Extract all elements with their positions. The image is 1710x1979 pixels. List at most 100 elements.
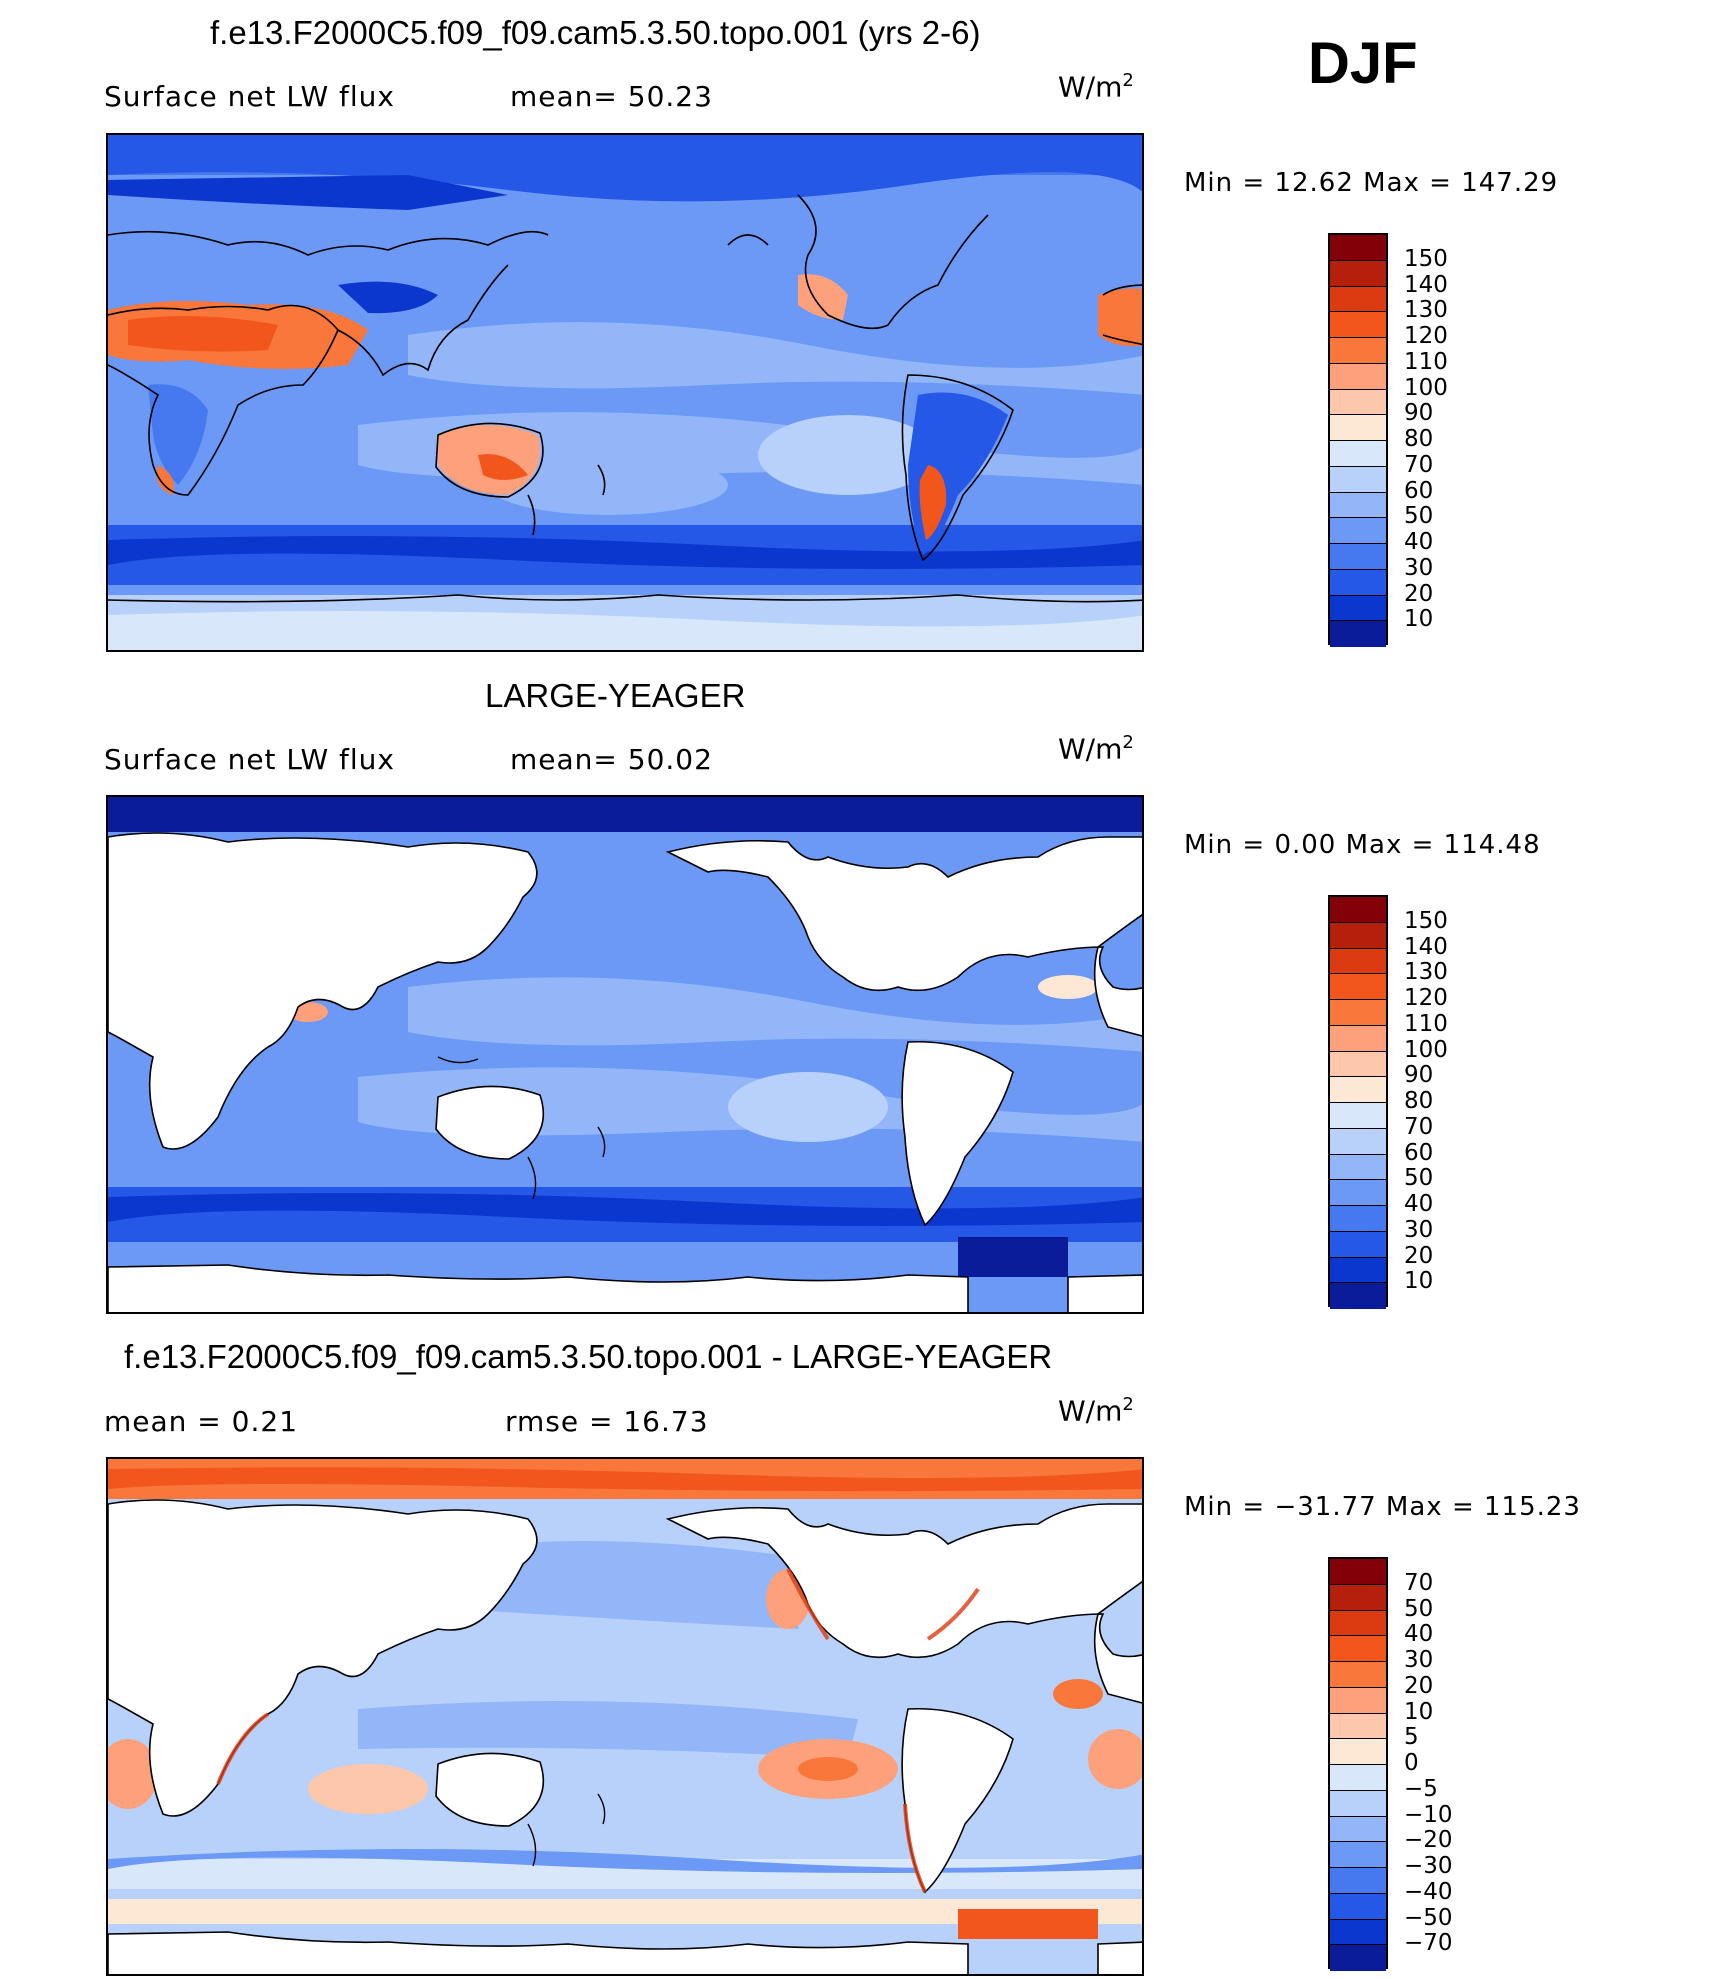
colorbar-segment — [1330, 897, 1386, 923]
colorbar-segment — [1330, 1128, 1386, 1155]
colorbar-segment — [1330, 363, 1386, 390]
colorbar-segment — [1330, 1636, 1386, 1662]
colorbar-tick-label: 80 — [1404, 426, 1434, 452]
panel-2-map — [106, 795, 1144, 1314]
colorbar-segment — [1330, 1816, 1386, 1843]
colorbar-tick-label: −20 — [1404, 1827, 1453, 1854]
colorbar-segment — [1330, 1662, 1386, 1688]
colorbar-tick-label: −5 — [1404, 1775, 1438, 1802]
colorbar-segment — [1330, 1765, 1386, 1791]
colorbar-tick-label: 10 — [1404, 1268, 1434, 1295]
colorbar-tick-label: 130 — [1404, 959, 1448, 986]
colorbar-tick-label: 130 — [1404, 297, 1448, 324]
colorbar-segment — [1330, 1739, 1386, 1765]
panel-2-minmax: Min = 0.00 Max = 114.48 — [1184, 830, 1541, 860]
colorbar-segment — [1330, 441, 1386, 467]
colorbar-segment — [1330, 1919, 1386, 1946]
colorbar-segment — [1330, 948, 1386, 975]
colorbar-tick-label: 60 — [1404, 1139, 1434, 1166]
panel-1-title: f.e13.F2000C5.f09_f09.cam5.3.50.topo.001… — [210, 14, 981, 51]
colorbar-tick-label: 150 — [1404, 245, 1448, 272]
colorbar-segment — [1330, 260, 1386, 287]
colorbar-tick-label: −40 — [1404, 1878, 1453, 1905]
colorbar-tick-label: 20 — [1404, 1242, 1434, 1269]
colorbar-tick-label: 70 — [1404, 451, 1434, 478]
panel-1-map — [106, 133, 1144, 652]
colorbar-segment — [1330, 1025, 1386, 1052]
panel-3-units: W/m2 — [1058, 1394, 1134, 1428]
panel-3-map — [106, 1457, 1144, 1976]
colorbar-tick-label: 90 — [1404, 400, 1434, 427]
colorbar-segment — [1330, 569, 1386, 596]
panel-1-colorbar — [1328, 233, 1388, 647]
colorbar-segment — [1330, 466, 1386, 493]
colorbar-tick-label: 40 — [1404, 1191, 1434, 1217]
colorbar-tick-label: −30 — [1404, 1853, 1453, 1879]
colorbar-segment — [1330, 595, 1386, 622]
colorbar-tick-label: 110 — [1404, 348, 1448, 375]
colorbar-tick-label: −10 — [1404, 1801, 1453, 1828]
colorbar-segment — [1330, 544, 1386, 570]
colorbar-segment — [1330, 1842, 1386, 1868]
panel-3-mean: mean = 0.21 — [104, 1405, 299, 1438]
colorbar-tick-label: 20 — [1404, 1672, 1434, 1699]
colorbar-tick-label: 10 — [1404, 1698, 1434, 1725]
colorbar-segment — [1330, 1868, 1386, 1894]
colorbar-tick-label: 100 — [1404, 374, 1448, 401]
panel-1-mean: mean= 50.23 — [510, 80, 713, 113]
colorbar-segment — [1330, 974, 1386, 1000]
colorbar-tick-label: 10 — [1404, 606, 1434, 633]
panel-1-minmax: Min = 12.62 Max = 147.29 — [1184, 168, 1559, 198]
panel-1-variable: Surface net LW flux — [104, 80, 395, 113]
colorbar-segment — [1330, 1584, 1386, 1611]
colorbar-segment — [1330, 1790, 1386, 1817]
colorbar-segment — [1330, 1051, 1386, 1078]
colorbar-segment — [1330, 1206, 1386, 1232]
colorbar-tick-label: 30 — [1404, 1216, 1434, 1243]
colorbar-tick-label: −50 — [1404, 1904, 1453, 1931]
colorbar-tick-label: 5 — [1404, 1724, 1419, 1751]
colorbar-segment — [1330, 286, 1386, 313]
colorbar-segment — [1330, 1077, 1386, 1103]
colorbar-segment — [1330, 922, 1386, 949]
colorbar-tick-label: −70 — [1404, 1930, 1453, 1957]
colorbar-segment — [1330, 1713, 1386, 1740]
panel-1-units: W/m2 — [1058, 70, 1134, 104]
colorbar-tick-label: 150 — [1404, 907, 1448, 934]
panel-3-colorbar — [1328, 1557, 1388, 1971]
season-label: DJF — [1308, 31, 1418, 96]
colorbar-tick-label: 40 — [1404, 1621, 1434, 1648]
colorbar-tick-label: 80 — [1404, 1088, 1434, 1114]
colorbar-segment — [1330, 1180, 1386, 1206]
colorbar-segment — [1330, 1610, 1386, 1637]
panel-2-mean: mean= 50.02 — [510, 743, 713, 776]
colorbar-segment — [1330, 312, 1386, 338]
colorbar-segment — [1330, 1231, 1386, 1258]
colorbar-tick-label: 60 — [1404, 477, 1434, 504]
colorbar-tick-label: 120 — [1404, 985, 1448, 1011]
colorbar-segment — [1330, 1945, 1386, 1971]
colorbar-tick-label: 90 — [1404, 1062, 1434, 1089]
panel-2-variable: Surface net LW flux — [104, 743, 395, 776]
colorbar-tick-label: 70 — [1404, 1113, 1434, 1140]
colorbar-tick-label: 50 — [1404, 503, 1434, 530]
panel-2-title: LARGE-YEAGER — [485, 677, 746, 714]
colorbar-tick-label: 140 — [1404, 271, 1448, 298]
panel-3-rmse: rmse = 16.73 — [505, 1405, 709, 1438]
colorbar-segment — [1330, 235, 1386, 261]
colorbar-segment — [1330, 1687, 1386, 1714]
colorbar-tick-label: 120 — [1404, 323, 1448, 349]
colorbar-segment — [1330, 1000, 1386, 1026]
colorbar-segment — [1330, 1283, 1386, 1309]
colorbar-segment — [1330, 1103, 1386, 1129]
colorbar-tick-label: 50 — [1404, 1165, 1434, 1192]
colorbar-segment — [1330, 389, 1386, 416]
colorbar-segment — [1330, 1257, 1386, 1284]
colorbar-tick-label: 40 — [1404, 529, 1434, 555]
colorbar-tick-label: 140 — [1404, 933, 1448, 960]
panel-2-colorbar — [1328, 895, 1388, 1309]
colorbar-segment — [1330, 518, 1386, 544]
colorbar-segment — [1330, 492, 1386, 519]
colorbar-tick-label: 30 — [1404, 554, 1434, 581]
colorbar-segment — [1330, 1559, 1386, 1585]
